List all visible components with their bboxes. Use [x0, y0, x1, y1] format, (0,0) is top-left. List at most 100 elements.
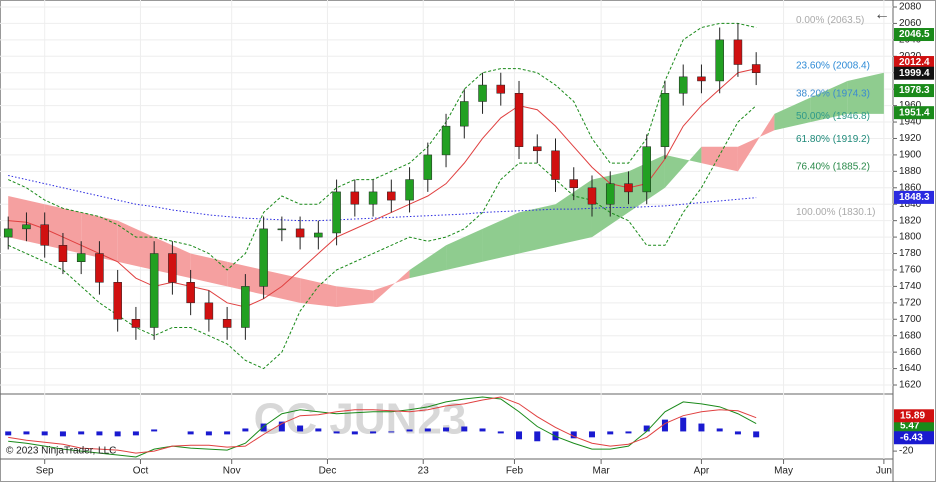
candle-body [569, 179, 578, 189]
candle-body [204, 302, 214, 320]
candle-body [277, 228, 287, 231]
y-tick-label: 1680 [899, 330, 922, 341]
candle-body [514, 93, 524, 147]
y-tick-label: 1620 [899, 380, 922, 391]
candle-body [441, 125, 451, 156]
y-tick-label: 1660 [899, 347, 922, 358]
y-tick-label: 1700 [899, 314, 922, 325]
candle-body [58, 245, 68, 262]
macd-line [8, 396, 757, 458]
y-tick-label: 1720 [899, 297, 922, 308]
macd-histogram-bar [516, 431, 523, 440]
macd-histogram-bar [224, 431, 231, 435]
macd-histogram-bar [461, 426, 468, 432]
candle-body [533, 146, 542, 152]
y-tick-label: 1860 [899, 182, 922, 193]
price-marker-label: 2046.5 [899, 29, 930, 40]
candle-body [551, 150, 560, 180]
candle-body [222, 319, 232, 328]
macd-histogram-bar [388, 431, 395, 433]
macd-histogram-bar [497, 431, 504, 434]
candle-body [95, 253, 104, 283]
indicator-line [8, 174, 757, 222]
y-tick-label: -20 [899, 446, 914, 457]
candle-body [3, 228, 13, 238]
macd-histogram-bar [96, 431, 103, 436]
y-tick-label: 2080 [899, 2, 922, 13]
candle-body [149, 253, 159, 328]
price-marker [894, 66, 934, 80]
candle-body [22, 224, 31, 230]
macd-histogram-bar [23, 431, 30, 435]
indicator-line [8, 22, 757, 271]
candle-body [314, 232, 323, 238]
candle-body [660, 93, 670, 147]
x-tick-label: Feb [506, 466, 524, 477]
y-tick-label: 1900 [899, 150, 922, 161]
price-marker [894, 84, 934, 98]
macd-histogram-bar [41, 431, 48, 436]
candle-body [605, 183, 615, 205]
indicator-line [8, 105, 757, 370]
macd-histogram-bar [424, 428, 431, 432]
cloud-segment [737, 113, 775, 172]
price-marker [894, 190, 934, 204]
macd-histogram-bar [734, 431, 741, 435]
price-marker [894, 106, 934, 120]
value-marker [894, 409, 934, 423]
back-button[interactable]: ← [874, 6, 890, 23]
macd-histogram-bar [315, 428, 322, 432]
x-tick-label: 23 [418, 466, 430, 477]
value-marker-label: 15.89 [900, 410, 925, 421]
cloud-segment [519, 204, 556, 254]
candle-body [241, 286, 250, 328]
cloud-segment [373, 269, 410, 303]
macd-histogram-bar [205, 431, 212, 436]
candle-body [642, 146, 651, 193]
x-tick-label: Jun [876, 466, 892, 477]
macd-histogram-bar [114, 431, 121, 437]
macd-histogram-bar [351, 431, 358, 435]
cloud-segment [117, 220, 155, 270]
macd-histogram-bar [661, 419, 668, 432]
candle-body [624, 183, 633, 193]
candle-body [460, 101, 469, 127]
cloud-segment [774, 97, 811, 131]
macd-histogram-bar [716, 428, 723, 432]
macd-histogram-bar [242, 428, 249, 432]
cloud-segment [810, 80, 848, 123]
candle-body [168, 253, 177, 283]
macd-histogram-bar [570, 431, 577, 439]
cloud-segment [409, 245, 447, 279]
watermark: CC JUN23 [254, 395, 467, 444]
fib-label: 61.80% (1919.2) [796, 134, 870, 145]
macd-histogram-bar [187, 431, 194, 435]
fib-label: 50.00% (1946.8) [796, 111, 870, 122]
y-tick-label: 1820 [899, 215, 922, 226]
price-marker-label: 1999.4 [899, 68, 930, 79]
cloud-segment [190, 253, 228, 287]
candle-body [76, 253, 86, 262]
macd-histogram-bar [333, 431, 340, 434]
candle-body [131, 319, 141, 328]
macd-histogram-bar [625, 431, 632, 434]
cloud-segment [446, 228, 483, 270]
y-tick-label: 1880 [899, 166, 922, 177]
macd-histogram-bar [406, 429, 413, 432]
macd-histogram-bar [588, 431, 595, 438]
cloud-segment [664, 146, 702, 188]
macd-histogram-bar [698, 423, 705, 432]
macd-histogram-bar [260, 423, 267, 432]
fib-label: 100.00% (1830.1) [796, 207, 876, 218]
y-tick-label: 1740 [899, 281, 922, 292]
candle-body [186, 282, 195, 304]
macd-histogram-bar [297, 425, 304, 432]
cloud-segment [701, 146, 738, 172]
x-tick-label: Mar [592, 466, 610, 477]
cloud-segment [847, 72, 884, 114]
x-tick-label: Apr [694, 466, 710, 477]
x-tick-label: Nov [223, 466, 241, 477]
candle-body [405, 179, 414, 201]
macd-histogram-bar [59, 431, 66, 437]
